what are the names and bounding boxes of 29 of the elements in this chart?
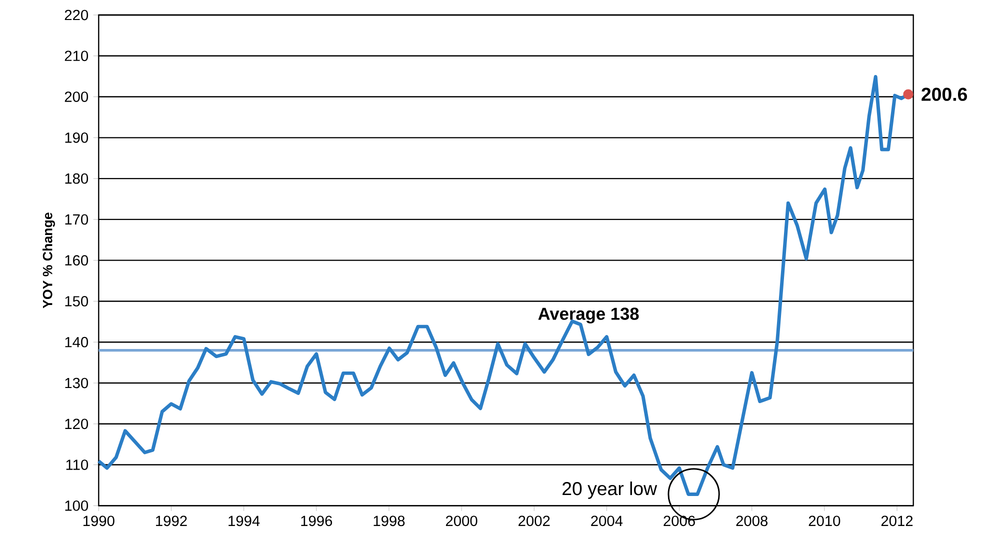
x-tick-label: 2012 (881, 516, 913, 526)
x-tick-label: 1990 (83, 516, 114, 526)
y-tick-label: 140 (65, 336, 88, 348)
x-tick-label: 2010 (808, 516, 840, 526)
y-tick-label: 120 (65, 418, 88, 430)
y-tick-label: 220 (64, 10, 88, 20)
y-tick-label: 150 (65, 296, 88, 306)
y-tick-label: 190 (65, 132, 88, 143)
y-tick-label: 180 (65, 173, 88, 184)
data-label: 200.6 (922, 88, 967, 101)
annotation: 20 year low (562, 482, 658, 499)
x-tick-label: 1992 (156, 516, 187, 526)
x-tick-label: 1996 (301, 516, 332, 526)
y-tick-label: 200 (64, 92, 88, 102)
y-tick-label: 130 (65, 378, 88, 388)
y-tick-label: 160 (65, 255, 88, 266)
x-tick-label: 2004 (591, 516, 623, 526)
y-axis-title: YOY % Change (42, 212, 55, 308)
y-tick-label: 110 (66, 460, 88, 470)
x-tick-label: 2008 (736, 516, 768, 526)
x-tick-label: 2006 (664, 516, 695, 526)
x-tick-label: 2002 (518, 516, 550, 526)
x-tick-label: 1998 (374, 516, 405, 526)
ref-line-label: Average 138 (538, 308, 639, 324)
y-tick-label: 100 (65, 500, 88, 511)
x-tick-label: 2000 (446, 516, 478, 526)
y-tick-label: 210 (64, 50, 88, 62)
x-tick-label: 1994 (228, 516, 260, 526)
y-tick-label: 170 (65, 214, 88, 225)
